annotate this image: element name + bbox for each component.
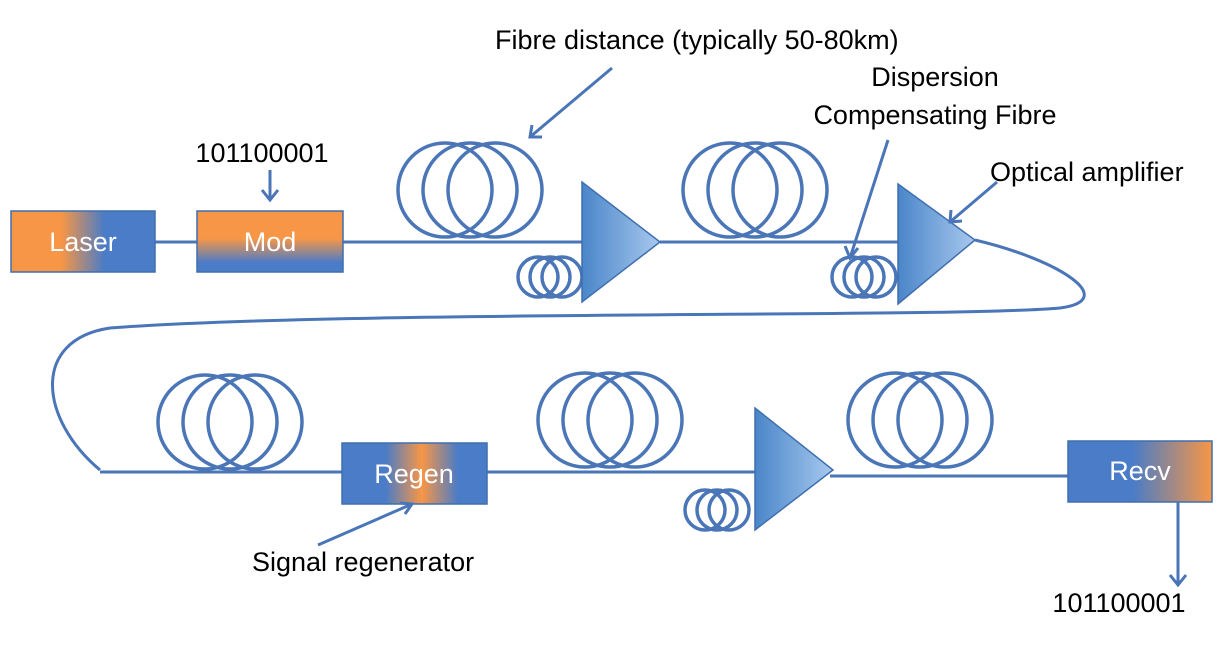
dispersion-label-line1: Dispersion — [871, 62, 999, 92]
regen-label: Regen — [374, 459, 454, 489]
dispersion-coil-1 — [516, 255, 584, 299]
fibre-coil-4 — [536, 371, 684, 469]
arrow-fibre-distance — [528, 66, 613, 139]
mod-box: Mod — [196, 210, 344, 273]
fibre-line-bottom — [100, 470, 1068, 478]
mod-label: Mod — [244, 227, 297, 257]
laser-label: Laser — [49, 227, 117, 257]
laser-box: Laser — [10, 210, 156, 273]
optical-amplifier-2 — [897, 182, 977, 306]
optical-amplifier-3 — [754, 406, 835, 532]
recv-box: Recv — [1067, 440, 1213, 503]
arrow-input-bits — [260, 170, 280, 203]
fibre-coil-2 — [681, 141, 829, 239]
dispersion-coil-3 — [683, 488, 751, 532]
optical-amplifier-1 — [581, 180, 662, 304]
fibre-return-loop — [51, 238, 1086, 472]
signal-regenerator-label: Signal regenerator — [252, 547, 474, 577]
dispersion-label-line2: Compensating Fibre — [813, 100, 1056, 130]
input-bits-label: 101100001 — [195, 138, 328, 168]
fibre-coil-1 — [396, 141, 544, 239]
fibre-coil-3 — [156, 373, 304, 471]
arrow-output-bits — [1168, 502, 1188, 588]
arrow-signal-regenerator — [317, 501, 415, 547]
arrow-dispersion — [843, 139, 890, 261]
dispersion-coil-2 — [830, 255, 898, 299]
fibre-coil-5 — [846, 371, 994, 469]
output-bits-label: 101100001 — [1052, 588, 1185, 618]
arrow-optical-amplifier — [948, 180, 998, 224]
optical-amplifier-label: Optical amplifier — [990, 157, 1184, 187]
fibre-distance-label: Fibre distance (typically 50-80km) — [495, 25, 899, 55]
recv-label: Recv — [1109, 456, 1171, 486]
regen-box: Regen — [341, 442, 488, 505]
